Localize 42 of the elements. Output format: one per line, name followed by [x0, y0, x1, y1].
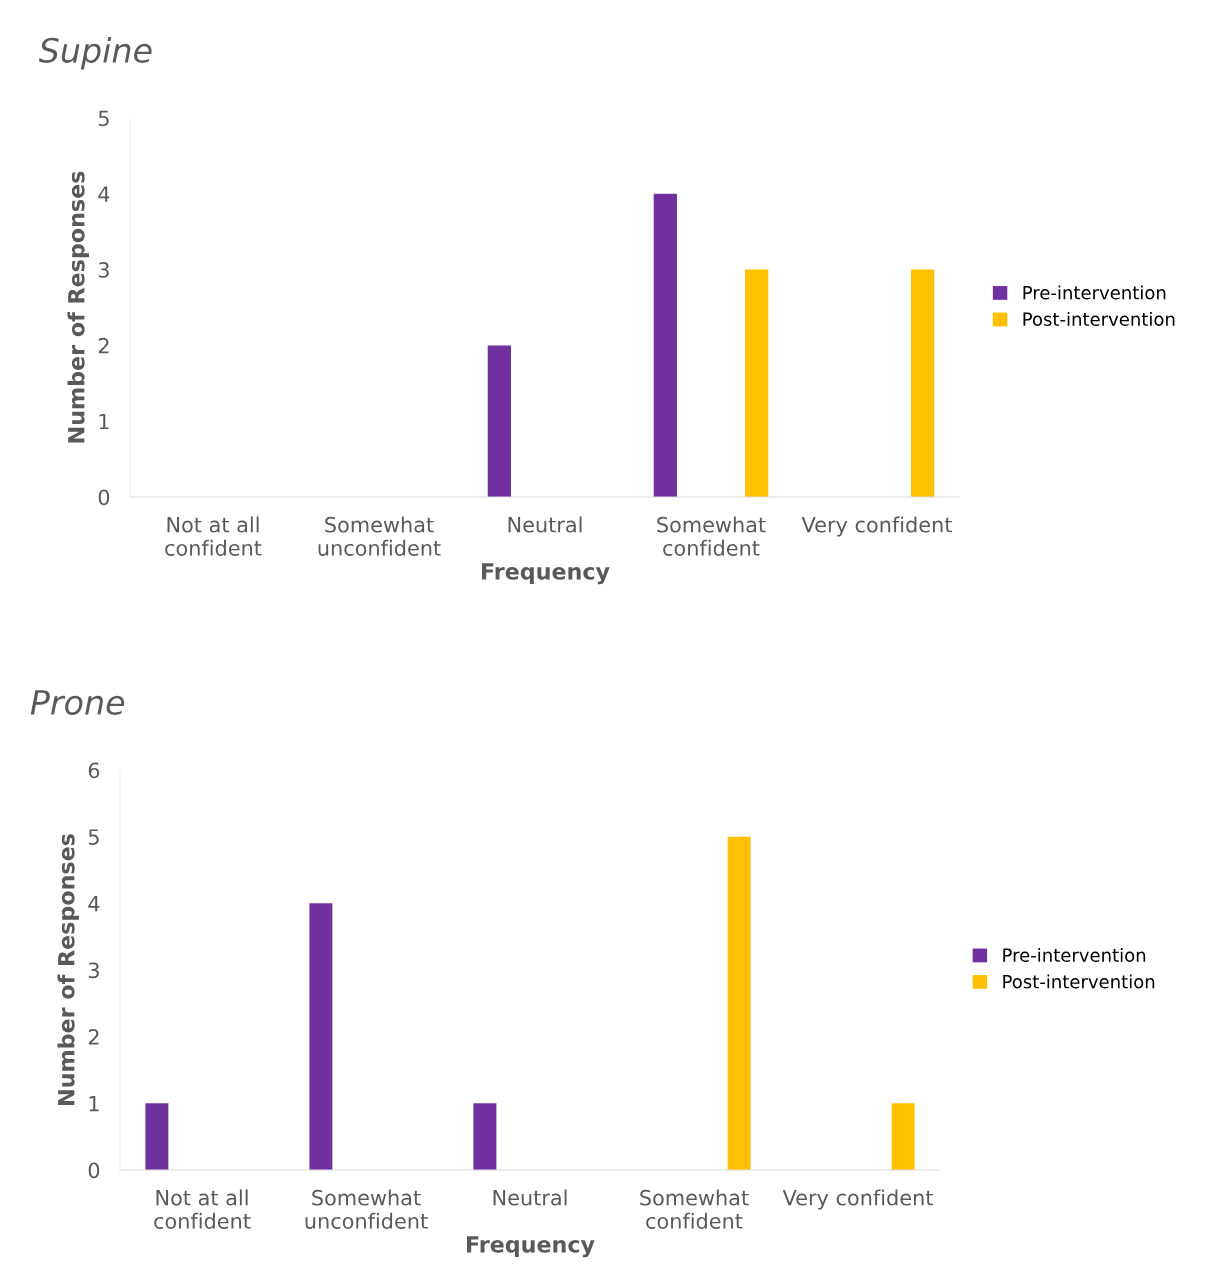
x-tick-label: Somewhat unconfident — [305, 1189, 428, 1229]
bar — [745, 269, 769, 497]
y-axis-title: Number of Responses — [57, 834, 79, 1105]
bar — [891, 1103, 915, 1170]
legend-label: Post-intervention — [1003, 974, 1155, 989]
y-tick-label: 1 — [99, 413, 109, 430]
bar — [911, 269, 935, 497]
x-tick-label: Very confident — [801, 516, 952, 537]
x-tick-label: Neutral — [508, 516, 582, 533]
x-tick-label: Somewhat confident — [640, 1189, 749, 1229]
y-tick-label: 6 — [88, 762, 100, 779]
y-tick-label: 5 — [88, 829, 99, 845]
y-tick-label: 3 — [88, 962, 99, 979]
y-tick-label: 3 — [98, 262, 109, 278]
x-tick-label: Not at all confident — [165, 516, 262, 556]
y-tick-label: 2 — [98, 337, 109, 354]
x-tick-label: Very confident — [782, 1189, 933, 1210]
legend-label: Pre-intervention — [1003, 948, 1146, 962]
y-tick-label: 0 — [98, 489, 110, 506]
x-tick-label: Neutral — [493, 1189, 567, 1206]
y-tick-label: 4 — [88, 896, 100, 912]
bar — [473, 1103, 497, 1170]
bar — [653, 193, 677, 497]
x-tick-label: Somewhat unconfident — [318, 516, 441, 556]
y-tick-label: 0 — [88, 1162, 100, 1179]
y-tick-label: 4 — [98, 186, 110, 202]
legend-label: Pre-intervention — [1023, 285, 1166, 300]
legend-label: Post-intervention — [1023, 312, 1175, 326]
chart-title: Prone — [30, 690, 125, 715]
bar — [487, 345, 511, 497]
x-tick-label: Somewhat confident — [657, 516, 766, 556]
bar — [727, 836, 751, 1170]
y-tick-label: 2 — [88, 1029, 99, 1045]
chart-title: Supine — [38, 37, 152, 70]
x-axis-title: Frequency — [467, 1236, 595, 1258]
x-tick-label: Not at all confident — [154, 1189, 251, 1229]
x-axis-title: Frequency — [482, 563, 610, 585]
bar — [145, 1103, 169, 1170]
bar — [309, 903, 333, 1170]
y-axis-title: Number of Responses — [67, 171, 89, 443]
y-tick-label: 5 — [98, 110, 109, 127]
y-tick-label: 1 — [89, 1096, 99, 1112]
